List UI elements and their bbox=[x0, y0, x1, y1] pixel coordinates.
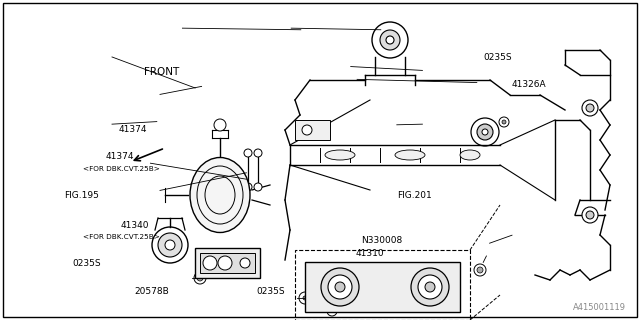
Text: <FOR DBK.CVT.25B>: <FOR DBK.CVT.25B> bbox=[83, 166, 160, 172]
Circle shape bbox=[482, 129, 488, 135]
Circle shape bbox=[380, 30, 400, 50]
Circle shape bbox=[384, 292, 396, 304]
Circle shape bbox=[477, 267, 483, 273]
Bar bbox=[200, 253, 255, 273]
Circle shape bbox=[254, 183, 262, 191]
Circle shape bbox=[218, 256, 232, 270]
Circle shape bbox=[214, 119, 226, 131]
Circle shape bbox=[152, 227, 188, 263]
Text: 41310: 41310 bbox=[355, 249, 384, 258]
Circle shape bbox=[327, 306, 337, 316]
Circle shape bbox=[244, 149, 252, 157]
Bar bbox=[295, 250, 470, 320]
Ellipse shape bbox=[411, 268, 449, 306]
Ellipse shape bbox=[395, 150, 425, 160]
Text: FIG.201: FIG.201 bbox=[397, 191, 431, 200]
Circle shape bbox=[254, 149, 262, 157]
Circle shape bbox=[203, 256, 217, 270]
Text: 41326A: 41326A bbox=[512, 80, 547, 89]
Text: 0235S: 0235S bbox=[72, 259, 101, 268]
Text: <FOR DBK.CVT.25B>: <FOR DBK.CVT.25B> bbox=[83, 235, 160, 240]
Circle shape bbox=[471, 118, 499, 146]
Ellipse shape bbox=[321, 268, 359, 306]
Circle shape bbox=[240, 258, 250, 268]
Ellipse shape bbox=[328, 275, 352, 299]
Circle shape bbox=[586, 211, 594, 219]
Circle shape bbox=[302, 125, 312, 135]
Circle shape bbox=[582, 100, 598, 116]
Text: FRONT: FRONT bbox=[144, 67, 179, 77]
Text: 41374: 41374 bbox=[106, 152, 134, 161]
Circle shape bbox=[474, 264, 486, 276]
Circle shape bbox=[499, 117, 509, 127]
Text: N330008: N330008 bbox=[362, 236, 403, 245]
Ellipse shape bbox=[335, 282, 345, 292]
Text: 41374: 41374 bbox=[118, 125, 147, 134]
Ellipse shape bbox=[325, 150, 355, 160]
Bar bbox=[295, 120, 330, 140]
Circle shape bbox=[388, 296, 392, 300]
Ellipse shape bbox=[460, 150, 480, 160]
Circle shape bbox=[386, 36, 394, 44]
Text: 20578B: 20578B bbox=[134, 287, 169, 296]
Circle shape bbox=[372, 22, 408, 58]
Circle shape bbox=[197, 275, 203, 281]
Circle shape bbox=[582, 207, 598, 223]
Circle shape bbox=[477, 124, 493, 140]
Circle shape bbox=[165, 240, 175, 250]
Circle shape bbox=[586, 104, 594, 112]
Ellipse shape bbox=[418, 275, 442, 299]
Circle shape bbox=[194, 272, 206, 284]
Text: 0235S: 0235S bbox=[483, 53, 512, 62]
Circle shape bbox=[502, 120, 506, 124]
Text: A415001119: A415001119 bbox=[573, 303, 626, 312]
Circle shape bbox=[299, 292, 311, 304]
Circle shape bbox=[244, 183, 252, 191]
Circle shape bbox=[158, 233, 182, 257]
Ellipse shape bbox=[425, 282, 435, 292]
Bar bbox=[195, 248, 260, 278]
Ellipse shape bbox=[190, 157, 250, 233]
Circle shape bbox=[303, 296, 307, 300]
Text: FIG.195: FIG.195 bbox=[64, 191, 99, 200]
Text: 0235S: 0235S bbox=[256, 287, 285, 296]
Bar bbox=[305, 262, 460, 312]
Text: 41340: 41340 bbox=[120, 221, 149, 230]
